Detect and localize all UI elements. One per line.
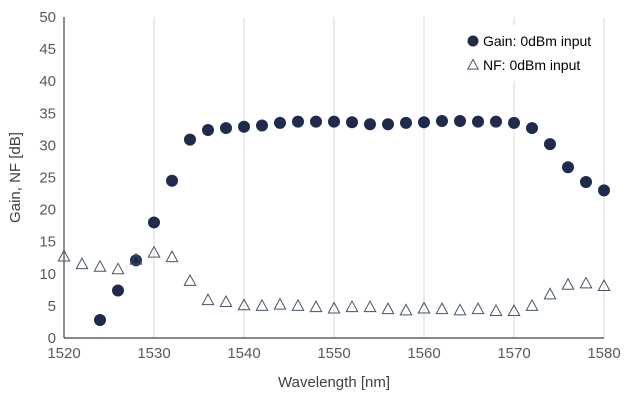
y-tick-label: 25 (39, 170, 56, 187)
legend: Gain: 0dBm input NF: 0dBm input (460, 25, 600, 81)
gain-point (274, 116, 286, 129)
gain-point (202, 123, 214, 136)
nf-point (93, 259, 107, 272)
nf-point (489, 303, 503, 317)
gain-point (184, 133, 196, 146)
nf-point (255, 298, 269, 311)
gain-point (418, 116, 430, 129)
nf-point (471, 302, 485, 315)
gain-point (346, 116, 358, 129)
gain-point (256, 119, 268, 132)
y-tick-label: 50 (39, 9, 56, 26)
nf-point (525, 298, 539, 311)
y-axis-title: Gain, NF [dB] (7, 132, 24, 223)
nf-point (561, 277, 575, 290)
y-tick-label: 45 (39, 41, 56, 58)
legend-item-1: NF: 0dBm input (466, 57, 580, 73)
nf-point (219, 294, 233, 308)
gain-point (562, 161, 574, 174)
axes (63, 17, 604, 339)
nf-point (129, 252, 143, 265)
nf-point (345, 300, 359, 313)
gain-point (130, 254, 142, 267)
nf-point (453, 303, 467, 316)
legend-box (460, 25, 600, 81)
nf-point (507, 303, 521, 317)
y-tick-label: 10 (39, 266, 56, 283)
nf-point (291, 298, 305, 311)
nf-point (399, 303, 413, 316)
gain-point (472, 115, 484, 128)
gain-point (526, 122, 538, 135)
y-tick-label: 40 (39, 73, 56, 90)
nf-point (417, 301, 431, 314)
series-1 (57, 245, 611, 317)
nf-point (579, 276, 593, 289)
nf-point (327, 301, 341, 314)
y-tick-label: 35 (39, 105, 56, 122)
x-tick-label: 1550 (317, 345, 350, 362)
gain-point (490, 115, 502, 128)
nf-point (57, 249, 71, 262)
nf-point (201, 293, 215, 306)
gain-point (400, 116, 412, 129)
nf-point (165, 250, 179, 263)
y-tick-label: 15 (39, 234, 56, 251)
gain-point (220, 122, 232, 135)
gain-point (382, 118, 394, 131)
nf-point (111, 262, 125, 275)
x-tick-label: 1580 (587, 345, 620, 362)
gain-point (580, 175, 592, 188)
nf-point (363, 300, 377, 313)
y-tick-label: 0 (48, 330, 56, 347)
legend-label: Gain: 0dBm input (483, 33, 591, 49)
nf-point (435, 302, 449, 315)
x-tick-label: 1530 (137, 345, 170, 362)
legend-circle-marker (467, 35, 479, 47)
nf-point (309, 300, 323, 313)
gain-point (436, 115, 448, 128)
x-tick-label: 1520 (47, 345, 80, 362)
gain-point (166, 174, 178, 187)
nf-point (147, 245, 161, 258)
nf-point (183, 273, 197, 286)
gain-point (454, 115, 466, 128)
gain-point (508, 116, 520, 129)
gain-point (364, 118, 376, 131)
legend-item-0: Gain: 0dBm input (467, 33, 591, 49)
series-0 (94, 115, 610, 327)
nf-point (543, 287, 557, 300)
nf-point (381, 302, 395, 315)
legend-triangle-marker (466, 58, 480, 70)
x-tick-labels: 1520 1530 1540 1550 1560 1570 1580 (47, 345, 620, 362)
y-tick-label: 5 (48, 298, 56, 315)
gain-point (112, 284, 124, 297)
gain-point (544, 138, 556, 151)
nf-point (75, 257, 89, 270)
y-tick-label: 30 (39, 137, 56, 154)
x-tick-label: 1540 (227, 345, 260, 362)
gain-point (148, 216, 160, 229)
y-tick-label: 20 (39, 202, 56, 219)
x-axis-title: Wavelength [nm] (278, 374, 390, 391)
x-tick-label: 1560 (407, 345, 440, 362)
nf-point (597, 278, 611, 291)
nf-point (237, 298, 251, 311)
gain-point (328, 115, 340, 128)
legend-label: NF: 0dBm input (483, 57, 580, 73)
data-series (57, 115, 611, 327)
y-tick-labels: 0 5 10 15 20 25 30 35 40 45 50 (39, 9, 56, 347)
gain-point (238, 120, 250, 133)
gain-point (310, 115, 322, 128)
nf-point (273, 297, 287, 310)
gain-point (94, 314, 106, 327)
gain-point (598, 184, 610, 197)
gain-point (292, 115, 304, 128)
x-tick-label: 1570 (497, 345, 530, 362)
